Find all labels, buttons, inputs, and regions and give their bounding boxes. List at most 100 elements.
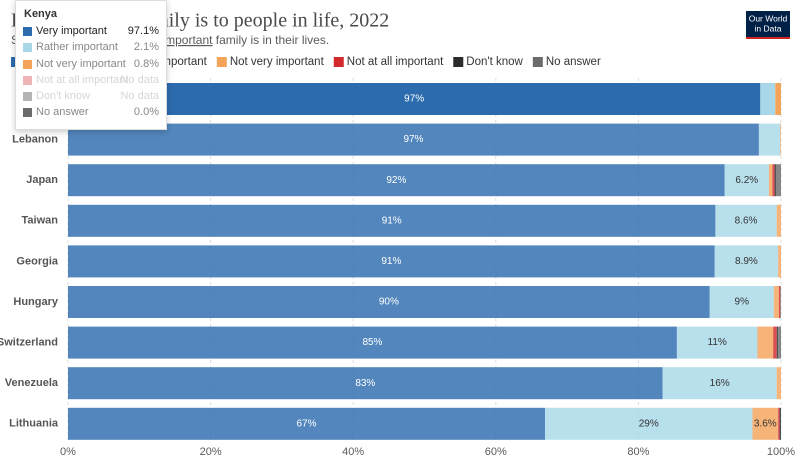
y-tick-label: Hungary: [13, 296, 59, 308]
y-tick-label: Japan: [26, 174, 58, 186]
tooltip-swatch: [23, 59, 32, 69]
bar-segment: [778, 245, 781, 278]
bar-segment: [774, 164, 777, 197]
bar-segment: [68, 367, 663, 400]
tooltip-label: Don't know: [36, 90, 91, 103]
tooltip-row: Not very important 0.8%: [16, 56, 166, 72]
value-label: 67%: [296, 418, 316, 429]
tooltip-value: No data: [120, 90, 159, 103]
bar-segment: [662, 367, 777, 400]
tooltip-row: Rather important 2.1%: [16, 39, 166, 55]
bar-segment: [775, 83, 781, 115]
bar-segment: [776, 367, 781, 400]
legend-label: Not very important: [230, 56, 325, 68]
bar-segment: [776, 204, 781, 237]
bar-segment: [752, 407, 779, 440]
bar-segment: [776, 164, 781, 197]
value-label: 29%: [639, 418, 659, 429]
value-label: 83%: [355, 378, 375, 389]
y-tick-label: Venezuela: [5, 377, 59, 389]
tooltip-row: Not at all important No data: [16, 72, 166, 88]
logo-bar: [746, 37, 790, 39]
bar-segment: [676, 326, 758, 359]
legend-swatch: [532, 57, 543, 67]
tooltip-swatch: [23, 43, 32, 53]
bar-segment: [68, 245, 715, 278]
tooltip-row: No answer 0.0%: [16, 104, 166, 120]
value-label: 90%: [379, 297, 399, 308]
tooltip-row: Don't know No data: [16, 88, 166, 104]
logo-text: Our World: [749, 13, 788, 23]
tooltip-value: No data: [120, 73, 159, 86]
subtitle-part: family is in their lives.: [212, 33, 329, 47]
tooltip-label: No answer: [36, 106, 89, 119]
bar-segment: [724, 164, 769, 197]
value-label: 16%: [710, 378, 730, 389]
y-tick-label: Taiwan: [22, 215, 59, 227]
value-label: 8.9%: [735, 256, 758, 267]
bar-segment: [779, 407, 781, 440]
tooltip-swatch: [23, 92, 32, 102]
bar-segment: [714, 245, 779, 278]
x-tick-label: 60%: [485, 446, 507, 458]
bar-segment: [68, 407, 545, 440]
bar-segment: [544, 407, 753, 440]
bar-segment: [68, 83, 761, 115]
bar-segment: [773, 286, 779, 318]
tooltip-value: 0.0%: [133, 106, 159, 119]
bar-segment: [780, 123, 781, 156]
tooltip-label: Rather important: [36, 41, 118, 54]
bar-segment: [760, 83, 776, 115]
bar-segment: [778, 407, 780, 440]
bar-segment: [68, 164, 725, 197]
y-tick-label: Lebanon: [12, 134, 58, 146]
value-label: 9%: [735, 297, 750, 308]
value-label: 8.6%: [735, 215, 758, 226]
legend-label: No answer: [546, 56, 601, 68]
value-label: 97%: [404, 94, 424, 105]
bar-segment: [758, 123, 781, 156]
x-tick-label: 80%: [627, 446, 649, 458]
value-label: 92%: [386, 175, 406, 186]
value-label: 85%: [362, 337, 382, 348]
bar-segment: [768, 164, 773, 197]
legend-swatch: [453, 57, 464, 67]
tooltip-value: 97.1%: [127, 25, 159, 37]
tooltip: Kenya Very important 97.1% Rather importan…: [15, 0, 167, 130]
bar-segment: [773, 326, 777, 359]
tooltip-value: 0.8%: [133, 57, 159, 70]
bar-segment: [68, 286, 710, 318]
tooltip-row: Very important 97.1%: [16, 23, 166, 39]
bar-segment: [757, 326, 774, 359]
bar-segment: [778, 286, 781, 318]
tooltip-title: Kenya: [24, 8, 58, 20]
legend-swatch: [333, 57, 344, 67]
logo-box[interactable]: [746, 11, 790, 39]
tooltip-swatch: [23, 108, 32, 118]
bar-segment: [68, 326, 677, 359]
value-label: 97%: [403, 134, 423, 145]
bar-segment: [778, 326, 781, 359]
logo-text: in Data: [755, 23, 782, 33]
x-tick-label: 0%: [60, 446, 76, 458]
tooltip-swatch: [23, 27, 32, 36]
y-tick-label: Lithuania: [9, 418, 59, 430]
value-label: 91%: [382, 215, 402, 226]
legend-label: Not at all important: [347, 56, 444, 68]
value-label: 6.2%: [735, 175, 758, 186]
bar-segment: [709, 286, 774, 318]
legend-swatch: [216, 57, 227, 67]
legend-label: Don't know: [466, 56, 523, 68]
tooltip-label: Very important: [36, 25, 107, 37]
y-tick-label: Georgia: [16, 255, 58, 267]
bar-segment: [780, 286, 781, 318]
bar-segment: [772, 164, 775, 197]
x-tick-label: 40%: [342, 446, 364, 458]
bar-segment: [715, 204, 777, 237]
x-tick-label: 100%: [767, 446, 795, 458]
y-tick-label: Switzerland: [0, 337, 58, 349]
bar-segment: [68, 123, 759, 156]
value-label: 11%: [708, 337, 727, 348]
value-label: 91%: [381, 256, 401, 267]
tooltip-label: Not at all important: [36, 73, 129, 86]
